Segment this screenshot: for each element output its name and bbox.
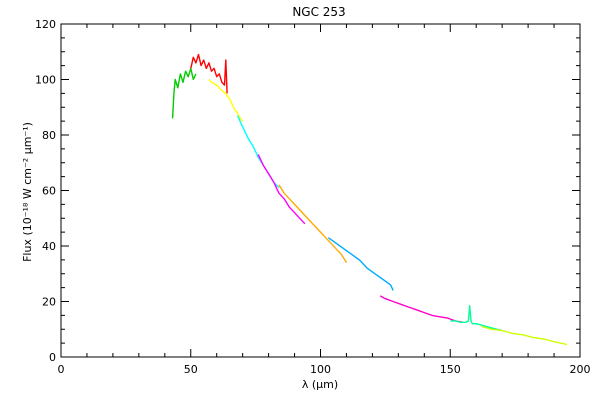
- x-tick-label: 0: [58, 363, 65, 376]
- y-tick-label: 20: [42, 296, 56, 309]
- y-tick-label: 120: [35, 18, 56, 31]
- y-tick-label: 40: [42, 240, 56, 253]
- x-axis-label: λ (μm): [302, 378, 338, 391]
- x-tick-label: 150: [440, 363, 461, 376]
- series-line-10: [481, 325, 568, 346]
- series-line-1: [171, 67, 197, 119]
- series-group: [171, 53, 568, 346]
- chart-title: NGC 253: [292, 5, 345, 19]
- series-line-7: [327, 237, 394, 291]
- series-line-3: [208, 79, 244, 122]
- y-tick-label: 80: [42, 129, 56, 142]
- series-line-6: [278, 184, 348, 263]
- y-tick-label: 100: [35, 74, 56, 87]
- x-tick-label: 100: [310, 363, 331, 376]
- series-line-8: [379, 295, 464, 323]
- axis-ticks: 0 50 100 150 200 0 20 40 60 80 100 120: [35, 18, 591, 376]
- y-axis-label: Flux (10⁻¹⁸ W cm⁻² μm⁻¹): [21, 122, 34, 262]
- x-tick-label: 200: [570, 363, 591, 376]
- series-line-2: [190, 53, 228, 94]
- series-line-5: [257, 154, 306, 225]
- y-tick-label: 60: [42, 185, 56, 198]
- series-line-9: [450, 305, 503, 332]
- x-tick-label: 50: [184, 363, 198, 376]
- y-tick-label: 0: [49, 351, 56, 364]
